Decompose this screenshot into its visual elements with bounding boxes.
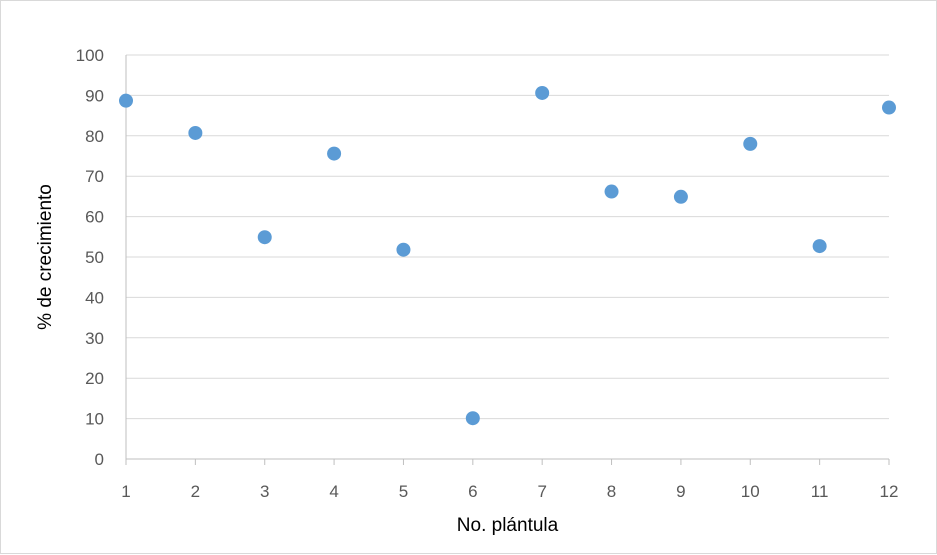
y-tick-label: 90	[85, 86, 104, 105]
data-point	[882, 100, 896, 115]
data-point	[396, 242, 411, 257]
y-axis-title: % de crecimiento	[35, 184, 56, 330]
x-axis-title: No. plántula	[457, 515, 559, 536]
x-tick-label: 1	[121, 482, 130, 501]
y-tick-label: 100	[76, 46, 104, 65]
y-tick-label: 80	[85, 127, 104, 146]
data-point	[535, 85, 550, 100]
data-point	[743, 136, 758, 151]
x-tick-label: 5	[399, 482, 408, 501]
y-tick-label: 70	[85, 167, 104, 186]
data-point	[812, 239, 827, 254]
data-point	[327, 146, 342, 161]
x-tick-label: 7	[537, 482, 546, 501]
y-tick-label: 0	[95, 450, 104, 469]
axes	[125, 55, 890, 465]
x-tick-label: 12	[880, 482, 899, 501]
y-axis-ticks: 0 10 20 30 40 50 60 70 80 90 100	[76, 46, 104, 469]
data-point	[604, 184, 619, 199]
y-tick-label: 10	[85, 410, 104, 429]
y-tick-label: 40	[85, 288, 104, 307]
x-tick-label: 9	[676, 482, 685, 501]
y-tick-label: 20	[85, 369, 104, 388]
y-tick-label: 30	[85, 329, 104, 348]
x-axis-ticks: 1 2 3 4 5 6 7 8 9 10 11 12	[121, 482, 898, 501]
data-point	[119, 93, 133, 108]
data-point	[673, 189, 688, 204]
y-tick-label: 50	[85, 248, 104, 267]
gridlines	[126, 54, 889, 420]
x-tick-label: 8	[607, 482, 616, 501]
x-tick-label: 6	[468, 482, 477, 501]
x-tick-label: 4	[329, 482, 338, 501]
y-tick-label: 60	[85, 208, 104, 227]
x-tick-label: 2	[191, 482, 200, 501]
x-tick-label: 11	[811, 482, 829, 501]
data-point	[188, 125, 203, 140]
x-tick-label: 10	[741, 482, 760, 501]
data-point	[257, 230, 272, 245]
data-points	[119, 85, 896, 426]
data-point	[465, 411, 480, 426]
x-tick-label: 3	[260, 482, 269, 501]
